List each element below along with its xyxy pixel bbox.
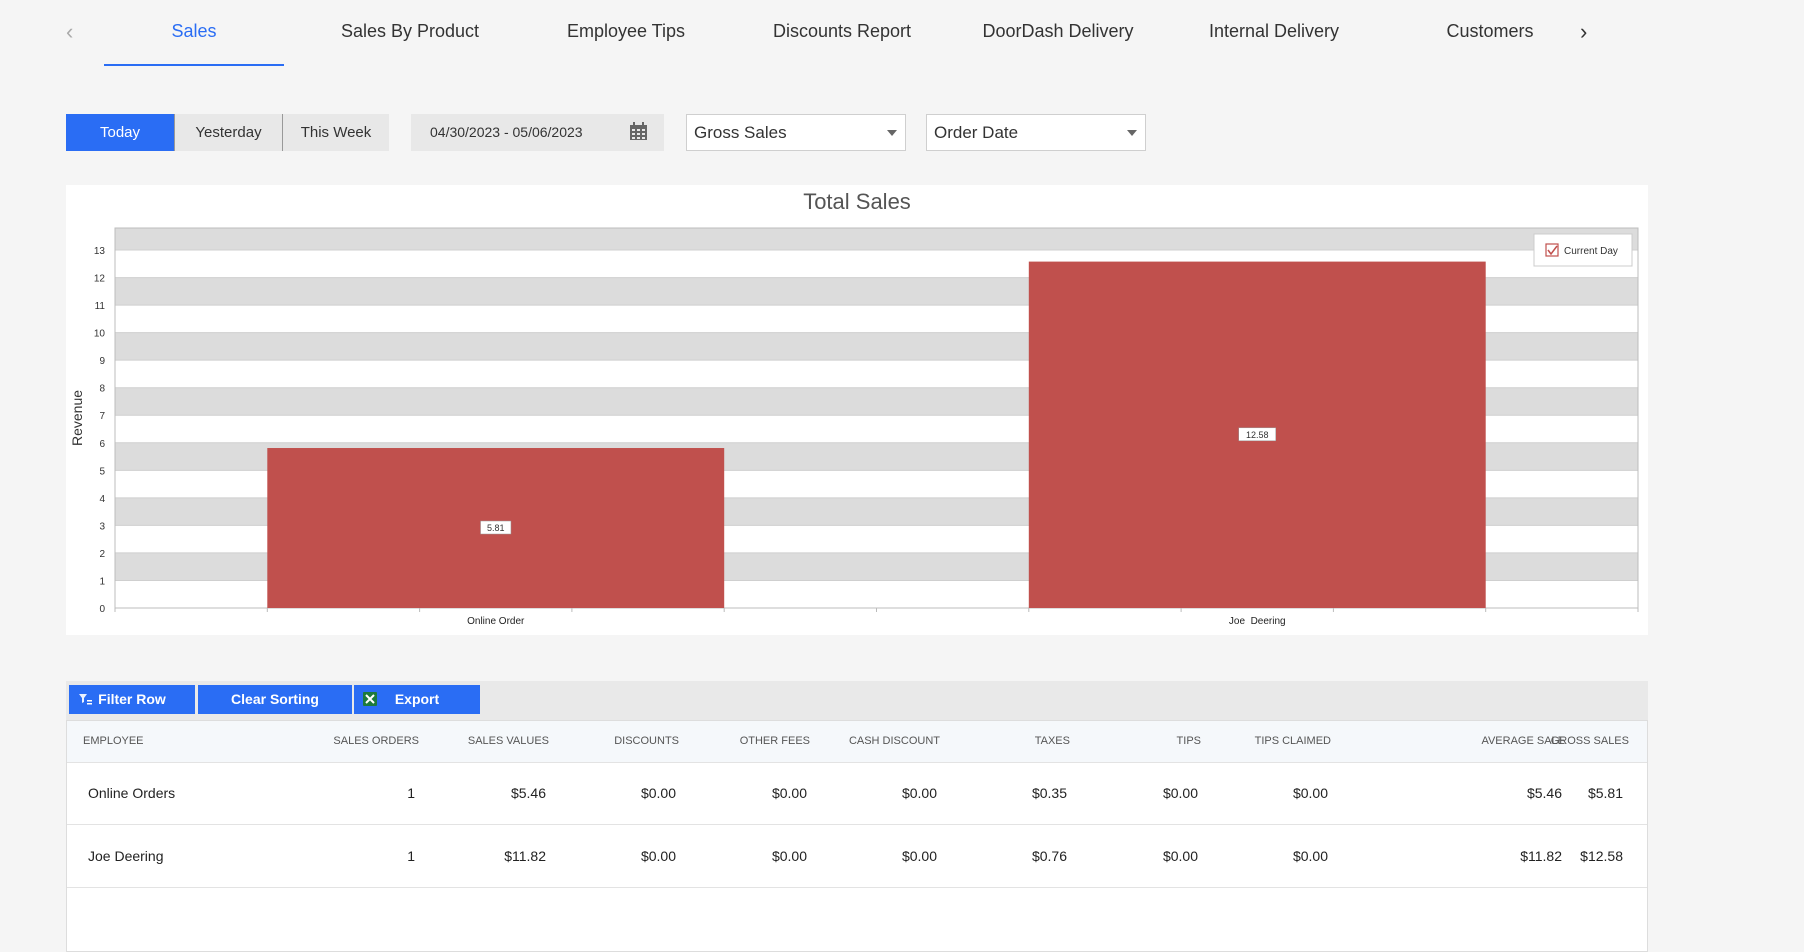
cell-sales-orders: 1 bbox=[407, 785, 415, 801]
cell-discounts: $0.00 bbox=[640, 785, 676, 801]
yesterday-button[interactable]: Yesterday bbox=[174, 114, 282, 151]
tab-doordash-delivery[interactable]: DoorDash Delivery bbox=[982, 21, 1134, 41]
excel-icon bbox=[363, 692, 377, 706]
export-button[interactable]: Export bbox=[354, 685, 480, 714]
column-header-tips-claimed[interactable]: TIPS CLAIMED bbox=[1254, 735, 1331, 747]
table-header: EMPLOYEE SALES ORDERS SALES VALUES DISCO… bbox=[67, 721, 1647, 763]
column-header-taxes[interactable]: TAXES bbox=[1034, 735, 1070, 747]
column-header-tips[interactable]: TIPS bbox=[1176, 735, 1201, 747]
cell-tips: $0.00 bbox=[1162, 848, 1198, 864]
chevron-down-icon bbox=[887, 130, 897, 136]
clear-sorting-button[interactable]: Clear Sorting bbox=[198, 685, 352, 714]
cell-employee: Joe Deering bbox=[88, 848, 164, 864]
legend-checkbox bbox=[1545, 243, 1559, 257]
table-row[interactable]: Online Orders 1 $5.46 $0.00 $0.00 $0.00 … bbox=[67, 762, 1647, 825]
tab-customers[interactable]: Customers bbox=[1446, 21, 1534, 41]
period-selector: Today Yesterday This Week bbox=[66, 114, 389, 151]
date-range-value: 04/30/2023 - 05/06/2023 bbox=[430, 124, 583, 140]
cell-tips-claimed: $0.00 bbox=[1292, 785, 1328, 801]
cell-other-fees: $0.00 bbox=[771, 848, 807, 864]
column-header-other-fees[interactable]: OTHER FEES bbox=[739, 735, 810, 747]
y-tick-label: 8 bbox=[99, 384, 105, 395]
chevron-right-icon[interactable]: › bbox=[1580, 19, 1588, 44]
date-range-picker[interactable]: 04/30/2023 - 05/06/2023 bbox=[411, 114, 664, 151]
metric-select-value: Gross Sales bbox=[694, 123, 787, 142]
column-header-sales-values[interactable]: SALES VALUES bbox=[467, 735, 549, 747]
tab-discounts-report[interactable]: Discounts Report bbox=[772, 21, 912, 41]
export-label: Export bbox=[394, 691, 440, 707]
cell-sales-values: $5.46 bbox=[510, 785, 546, 801]
clear-sorting-label: Clear Sorting bbox=[231, 691, 319, 707]
date-type-select-value: Order Date bbox=[934, 123, 1019, 142]
y-tick-label: 1 bbox=[99, 576, 105, 587]
this-week-button[interactable]: This Week bbox=[282, 114, 389, 151]
cell-tips-claimed: $0.00 bbox=[1292, 848, 1328, 864]
column-header-discounts[interactable]: DISCOUNTS bbox=[614, 735, 679, 747]
filter-row-button[interactable]: Filter Row bbox=[69, 685, 195, 714]
metric-select[interactable]: Gross Sales bbox=[686, 114, 906, 151]
y-axis-label: Revenue bbox=[69, 390, 85, 446]
calendar-icon[interactable] bbox=[629, 122, 648, 141]
column-header-gross-sales[interactable]: GROSS SALES bbox=[1550, 735, 1629, 747]
cell-taxes: $0.76 bbox=[1031, 848, 1067, 864]
column-header-average-sale[interactable]: AVERAGE SALE bbox=[1481, 735, 1565, 747]
cell-discounts: $0.00 bbox=[640, 848, 676, 864]
data-label-box bbox=[480, 520, 512, 535]
tab-sales-by-product[interactable]: Sales By Product bbox=[340, 21, 480, 41]
tab-internal-delivery[interactable]: Internal Delivery bbox=[1208, 21, 1340, 41]
cell-taxes: $0.35 bbox=[1031, 785, 1067, 801]
y-tick-label: 12 bbox=[94, 274, 106, 285]
cell-cash-discount: $0.00 bbox=[901, 848, 937, 864]
y-tick-label: 2 bbox=[99, 549, 105, 560]
report-tabs: ‹ Sales Sales By Product Employee Tips D… bbox=[0, 0, 1804, 66]
x-tick-label: Joe Deering bbox=[1229, 616, 1286, 627]
cell-sales-values: $11.82 bbox=[504, 848, 546, 864]
chart-title: Total Sales bbox=[803, 189, 911, 214]
cell-gross-sales: $12.58 bbox=[1580, 848, 1623, 864]
y-tick-label: 6 bbox=[99, 439, 105, 450]
column-header-cash-discount[interactable]: CASH DISCOUNT bbox=[848, 735, 940, 747]
y-tick-label: 3 bbox=[99, 521, 105, 532]
filter-row-label: Filter Row bbox=[98, 691, 166, 707]
y-tick-label: 7 bbox=[99, 411, 105, 422]
column-header-employee[interactable]: EMPLOYEE bbox=[83, 735, 144, 747]
cell-tips: $0.00 bbox=[1162, 785, 1198, 801]
y-tick-label: 0 bbox=[99, 604, 105, 615]
sales-table: EMPLOYEE SALES ORDERS SALES VALUES DISCO… bbox=[66, 720, 1648, 952]
tab-sales[interactable]: Sales bbox=[104, 18, 284, 66]
y-tick-label: 9 bbox=[99, 356, 105, 367]
sales-grid-panel: Filter Row Clear Sorting Export EMPLOYEE… bbox=[66, 681, 1648, 952]
cell-gross-sales: $5.81 bbox=[1587, 785, 1623, 801]
y-tick-label: 13 bbox=[94, 246, 106, 257]
filter-icon bbox=[79, 694, 92, 705]
cell-cash-discount: $0.00 bbox=[901, 785, 937, 801]
y-tick-label: 10 bbox=[94, 329, 106, 340]
y-tick-label: 5 bbox=[99, 466, 105, 477]
legend-label: Current Day bbox=[1564, 246, 1618, 257]
data-label: 5.81 bbox=[487, 523, 505, 533]
y-tick-label: 4 bbox=[99, 494, 105, 505]
y-tick-label: 11 bbox=[95, 301, 106, 312]
cell-sales-orders: 1 bbox=[407, 848, 415, 864]
chevron-down-icon bbox=[1127, 130, 1137, 136]
chevron-left-icon[interactable]: ‹ bbox=[66, 19, 74, 44]
x-tick-label: Online Order bbox=[467, 616, 525, 627]
cell-other-fees: $0.00 bbox=[771, 785, 807, 801]
check-icon bbox=[1547, 245, 1558, 256]
cell-employee: Online Orders bbox=[88, 785, 176, 801]
cell-average-sale: $5.46 bbox=[1526, 785, 1562, 801]
cell-average-sale: $11.82 bbox=[1520, 848, 1562, 864]
today-button[interactable]: Today bbox=[66, 114, 174, 151]
tab-employee-tips[interactable]: Employee Tips bbox=[566, 21, 686, 41]
column-header-sales-orders[interactable]: SALES ORDERS bbox=[333, 735, 419, 747]
date-type-select[interactable]: Order Date bbox=[926, 114, 1146, 151]
total-sales-chart: Total Sales 0 1 2 3 4 5 6 7 8 9 10 11 12 13 Revenue 5.8… bbox=[66, 185, 1648, 635]
data-label: 12.58 bbox=[1246, 430, 1269, 440]
data-label-box bbox=[1238, 427, 1276, 442]
grid-band bbox=[115, 228, 1638, 251]
table-row[interactable]: Joe Deering 1 $11.82 $0.00 $0.00 $0.00 $… bbox=[67, 825, 1647, 888]
